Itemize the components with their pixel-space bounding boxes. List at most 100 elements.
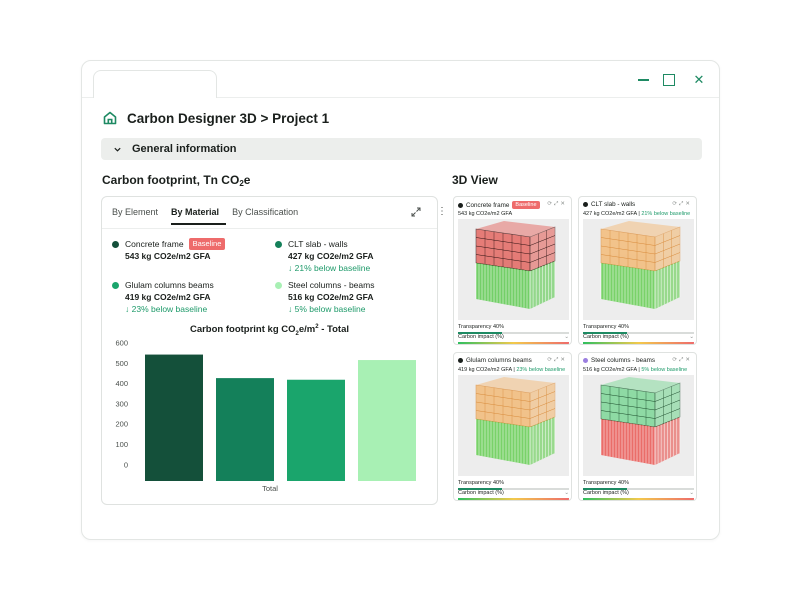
transparency-track[interactable] <box>458 332 569 334</box>
chevron-icon[interactable]: ⌄ <box>689 490 694 496</box>
accordion-label: General information <box>132 143 237 155</box>
material-delta: ↓ 21% below baseline <box>288 263 371 273</box>
tab-by-material[interactable]: By Material <box>171 207 227 225</box>
refresh-icon[interactable]: ⟳ <box>672 357 679 363</box>
material-value: 516 kg CO2e/m2 GFA <box>288 292 374 302</box>
carbon-impact-label: Carbon impact (%) <box>583 334 629 340</box>
close-icon[interactable]: ✕ <box>693 72 705 87</box>
material-dot <box>583 358 588 363</box>
minimize-icon[interactable] <box>635 72 651 88</box>
refresh-icon[interactable]: ⟳ <box>547 357 554 363</box>
close-icon[interactable]: ✕ <box>560 357 567 363</box>
model-viewport[interactable] <box>458 375 569 476</box>
carbon-impact-scale <box>458 342 569 344</box>
carbon-impact-control[interactable]: Carbon impact (%) ⌄ <box>583 334 694 344</box>
baseline-badge: Baseline <box>188 238 226 250</box>
view-panel-title: Steel columns - beams <box>591 357 656 364</box>
transparency-fill <box>583 488 628 490</box>
close-icon[interactable]: ✕ <box>560 201 567 207</box>
view-panel-value: 543 kg CO2e/m2 GFA <box>458 211 512 217</box>
tab-by-element[interactable]: By Element <box>112 207 159 217</box>
view-panel-value: 516 kg CO2e/m2 GFA | 5% below baseline <box>583 367 687 373</box>
chart-title-text: Carbon footprint kg CO <box>189 324 296 336</box>
heading-subscript: 2 <box>239 179 244 188</box>
value-text: 543 kg CO2e/m2 GFA <box>458 211 513 217</box>
material-dot <box>112 281 119 289</box>
building-model[interactable] <box>458 219 569 320</box>
bar-steel-columns-beams[interactable] <box>358 360 416 481</box>
view-panel-header: Steel columns - beams <box>583 357 655 364</box>
transparency-control[interactable]: Transparency 40% <box>583 324 694 334</box>
expand-icon[interactable]: ⤢ <box>553 357 561 363</box>
transparency-fill <box>458 488 503 490</box>
page-title: Carbon Designer 3D > Project 1 <box>127 110 330 126</box>
y-tick-label: 400 <box>115 379 128 388</box>
model-viewport[interactable] <box>458 219 569 320</box>
value-text: 419 kg CO2e/m2 GFA <box>458 367 512 373</box>
material-dot <box>275 240 282 248</box>
view-panel-title: CLT slab - walls <box>591 201 636 208</box>
more-options-icon[interactable]: ⋮ <box>437 206 447 217</box>
carbon-impact-control[interactable]: Carbon impact (%) ⌄ <box>458 490 569 500</box>
carbon-impact-control[interactable]: Carbon impact (%) ⌄ <box>583 490 694 500</box>
carbon-impact-control[interactable]: Carbon impact (%) ⌄ <box>458 334 569 344</box>
expand-icon[interactable]: ⤢ <box>678 357 686 363</box>
material-name: Glulam columns beams <box>125 280 214 290</box>
chart-title-superscript: 2 <box>315 324 319 330</box>
transparency-label: Transparency 40% <box>583 480 629 486</box>
material-name: Concrete frame <box>125 239 184 249</box>
expand-icon[interactable]: ⤢ <box>553 201 561 207</box>
chart-title-unit: e/m <box>298 324 316 336</box>
transparency-track[interactable] <box>458 488 569 490</box>
transparency-label: Transparency 40% <box>583 324 629 330</box>
expand-icon[interactable] <box>411 207 421 217</box>
close-icon[interactable]: ✕ <box>685 357 692 363</box>
chart-title-suffix: - Total <box>318 324 350 336</box>
close-icon[interactable]: ✕ <box>685 201 692 207</box>
y-tick-label: 300 <box>115 399 128 408</box>
building-model[interactable] <box>583 219 694 320</box>
carbon-impact-scale <box>583 342 694 344</box>
carbon-impact-label: Carbon impact (%) <box>583 490 629 496</box>
home-icon[interactable] <box>102 110 118 126</box>
maximize-icon[interactable] <box>661 72 677 88</box>
view-panel-header: CLT slab - walls <box>583 201 635 208</box>
app-window: ✕ Carbon Designer 3D > Project 1 General… <box>81 60 720 540</box>
transparency-control[interactable]: Transparency 40% <box>583 480 694 490</box>
tab-divider <box>102 228 437 229</box>
refresh-icon[interactable]: ⟳ <box>672 201 679 207</box>
delta-text: 5% below baseline <box>641 367 688 373</box>
chart-title-subscript: 2 <box>295 331 299 338</box>
chevron-icon[interactable]: ⌄ <box>564 490 569 496</box>
window-tab[interactable] <box>93 70 217 98</box>
general-information-accordion[interactable]: General information <box>101 138 702 160</box>
chevron-icon[interactable]: ⌄ <box>564 334 569 340</box>
building-model[interactable] <box>583 375 694 476</box>
delta-text: 23% below baseline <box>516 367 566 373</box>
panel-toolbar: ⟳⤢✕ <box>547 201 567 208</box>
bar-concrete-frame[interactable] <box>145 354 203 481</box>
model-viewport[interactable] <box>583 219 694 320</box>
bar-clt-slab-walls[interactable] <box>216 378 274 481</box>
transparency-control[interactable]: Transparency 40% <box>458 324 569 334</box>
transparency-label: Transparency 40% <box>458 480 504 486</box>
material-item: Steel columns - beams 516 kg CO2e/m2 GFA… <box>275 279 374 315</box>
transparency-control[interactable]: Transparency 40% <box>458 480 569 490</box>
separator: | <box>636 211 642 217</box>
carbon-impact-scale <box>458 498 569 500</box>
carbon-footprint-card: By Element By Material By Classification… <box>101 196 447 505</box>
material-name: CLT slab - walls <box>288 239 348 249</box>
transparency-fill <box>458 332 503 334</box>
carbon-impact-label: Carbon impact (%) <box>458 490 504 496</box>
transparency-track[interactable] <box>583 488 694 490</box>
building-model[interactable] <box>458 375 569 476</box>
refresh-icon[interactable]: ⟳ <box>547 201 554 207</box>
chevron-icon[interactable]: ⌄ <box>689 334 694 340</box>
tab-by-classification[interactable]: By Classification <box>232 207 299 217</box>
expand-icon[interactable]: ⤢ <box>678 201 686 207</box>
bar-glulam-columns-beams[interactable] <box>287 379 345 481</box>
transparency-track[interactable] <box>583 332 694 334</box>
material-dot <box>275 281 282 289</box>
view-panel-header: Concrete frame Baseline <box>458 201 540 209</box>
model-viewport[interactable] <box>583 375 694 476</box>
